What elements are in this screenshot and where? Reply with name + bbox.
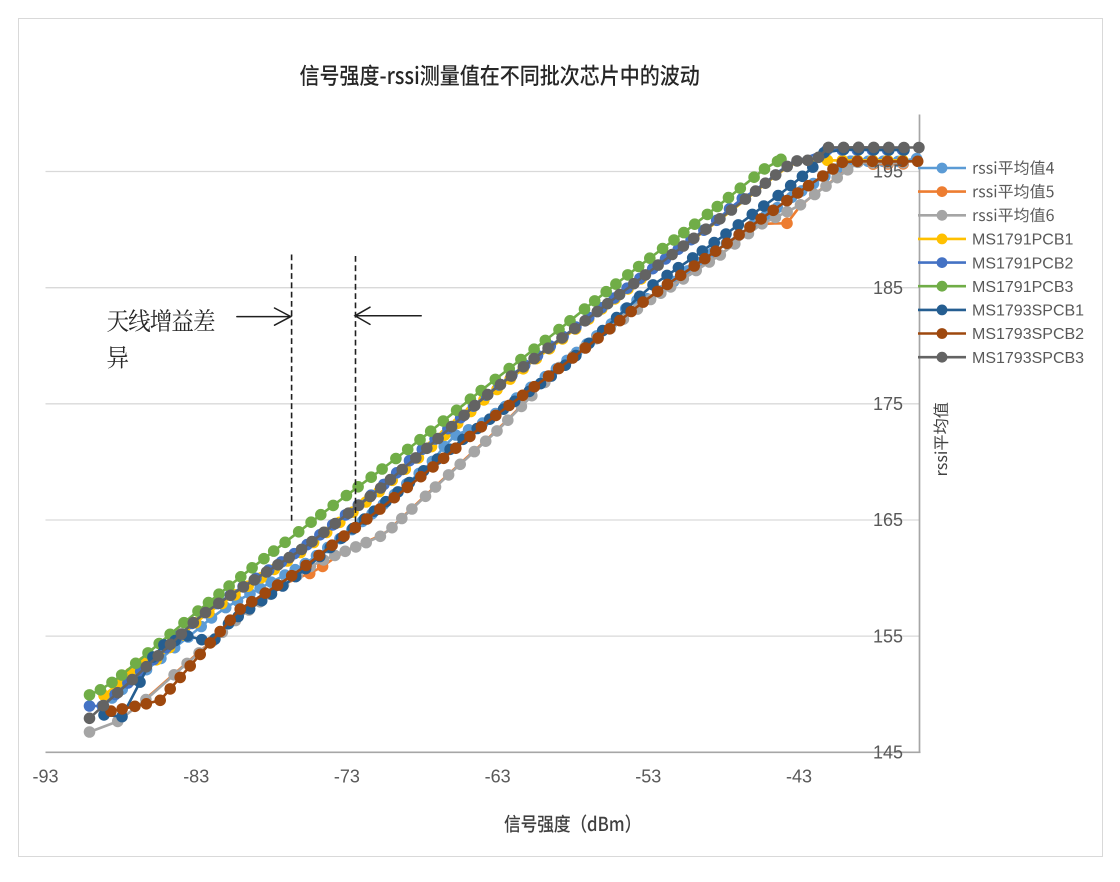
svg-text:MS1791PCB1: MS1791PCB1 xyxy=(972,232,1073,249)
svg-text:MS1791PCB3: MS1791PCB3 xyxy=(972,279,1073,296)
svg-text:175: 175 xyxy=(873,394,903,414)
svg-text:145: 145 xyxy=(873,743,903,763)
svg-text:MS1793SPCB1: MS1793SPCB1 xyxy=(972,303,1084,320)
svg-text:155: 155 xyxy=(873,626,903,646)
svg-text:MS1793SPCB3: MS1793SPCB3 xyxy=(972,350,1084,367)
svg-text:-73: -73 xyxy=(334,766,360,786)
svg-text:MS1793SPCB2: MS1793SPCB2 xyxy=(972,326,1084,343)
svg-text:-93: -93 xyxy=(32,766,58,786)
svg-text:165: 165 xyxy=(873,510,903,530)
svg-text:MS1791PCB2: MS1791PCB2 xyxy=(972,255,1073,272)
svg-text:-63: -63 xyxy=(485,766,511,786)
svg-text:-83: -83 xyxy=(183,766,209,786)
svg-text:195: 195 xyxy=(873,162,903,182)
svg-text:-43: -43 xyxy=(786,766,812,786)
svg-text:185: 185 xyxy=(873,278,903,298)
svg-text:-53: -53 xyxy=(635,766,661,786)
